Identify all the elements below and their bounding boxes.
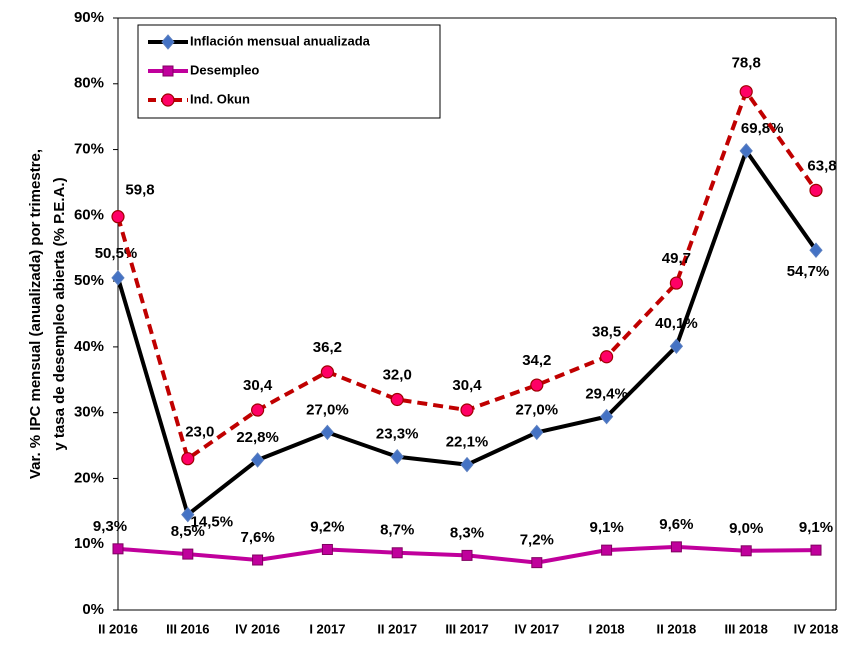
marker [739, 85, 753, 99]
data-label: 9,1% [799, 519, 833, 536]
data-label: 54,7% [787, 263, 830, 280]
data-label: 9,0% [729, 520, 763, 537]
marker [251, 403, 265, 417]
x-tick-label: II 2018 [657, 621, 697, 636]
marker [810, 544, 822, 556]
marker [181, 506, 195, 523]
marker [252, 554, 264, 566]
data-label: 8,5% [171, 523, 205, 540]
marker [390, 448, 404, 465]
data-label: 27,0% [306, 401, 349, 418]
marker [669, 338, 684, 354]
y-tick-label: 50% [74, 272, 104, 289]
data-label: 78,8 [732, 55, 761, 72]
data-label: 9,2% [310, 518, 344, 535]
legend-box [137, 24, 441, 119]
marker [111, 210, 125, 224]
legend-label: Desempleo [190, 62, 259, 77]
marker [181, 452, 195, 466]
data-label: 22,1% [446, 434, 489, 451]
marker [599, 350, 614, 364]
data-label: 9,3% [93, 518, 127, 535]
marker [461, 549, 473, 561]
marker [162, 65, 174, 77]
data-label: 29,4% [585, 386, 628, 403]
data-label: 30,4 [452, 377, 482, 394]
marker [182, 548, 194, 560]
marker [460, 403, 474, 417]
data-label: 7,6% [240, 529, 274, 546]
y-axis-label: y tasa de desempleo abierta (% P.E.A.) [51, 177, 68, 450]
x-tick-label: III 2017 [445, 621, 488, 636]
marker [670, 541, 682, 553]
y-tick-label: 20% [74, 469, 104, 486]
marker [250, 452, 265, 468]
data-label: 22,8% [236, 429, 279, 446]
data-label: 36,2 [313, 339, 342, 356]
legend-label: Inflación mensual anualizada [190, 33, 371, 48]
data-label: 38,5 [592, 324, 621, 341]
data-label: 34,2 [522, 352, 551, 369]
data-label: 23,0 [185, 424, 214, 441]
data-label: 8,3% [450, 524, 484, 541]
legend: Inflación mensual anualizada Desempleo Ind… [137, 24, 441, 119]
x-tick-label: IV 2018 [794, 621, 839, 636]
x-tick-label: II 2017 [377, 621, 417, 636]
y-tick-label: 80% [74, 75, 104, 92]
data-label: 49,7 [662, 250, 691, 267]
data-label: 40,1% [655, 315, 698, 332]
marker [320, 424, 335, 441]
y-tick-label: 70% [74, 141, 104, 158]
data-label: 9,6% [659, 516, 693, 533]
marker [161, 93, 175, 107]
y-tick-label: 60% [74, 206, 104, 223]
marker [391, 547, 403, 559]
marker [161, 34, 175, 50]
x-tick-label: II 2016 [98, 621, 138, 636]
data-label: 69,8% [741, 120, 784, 137]
x-tick-label: III 2016 [166, 621, 209, 636]
data-label: 9,1% [589, 519, 623, 536]
y-tick-label: 30% [74, 404, 104, 421]
marker [112, 543, 124, 555]
data-label: 63,8 [807, 157, 836, 174]
data-label: 7,2% [520, 532, 554, 549]
marker [111, 270, 125, 286]
marker [669, 276, 684, 290]
marker [320, 365, 334, 379]
marker [740, 545, 752, 557]
data-label: 23,3% [376, 426, 419, 443]
marker [599, 408, 614, 425]
data-label: 30,4 [243, 377, 273, 394]
data-label: 59,8 [125, 182, 154, 199]
x-tick-label: III 2018 [725, 621, 768, 636]
marker [601, 544, 613, 556]
data-label: 27,0% [516, 401, 559, 418]
data-label: 50,5% [95, 245, 138, 262]
data-label: 32,0 [383, 366, 412, 383]
x-tick-label: IV 2016 [235, 621, 280, 636]
marker [390, 392, 404, 407]
y-tick-label: 0% [82, 601, 104, 618]
marker [809, 183, 823, 197]
data-label: 14,5% [191, 514, 234, 531]
x-tick-label: IV 2017 [514, 621, 559, 636]
marker [739, 143, 753, 159]
marker [531, 557, 543, 569]
marker [460, 456, 474, 473]
x-tick-label: I 2018 [589, 621, 625, 636]
y-tick-label: 10% [74, 535, 104, 552]
y-tick-label: 90% [74, 9, 104, 26]
data-label: 8,7% [380, 522, 414, 539]
x-tick-label: I 2017 [309, 621, 345, 636]
y-axis-label: Var. % IPC mensual (anualizada) por trim… [27, 149, 44, 479]
legend-label: Ind. Okun [190, 91, 250, 106]
marker [530, 378, 544, 392]
y-tick-label: 40% [74, 338, 104, 355]
marker [321, 543, 333, 555]
marker [809, 242, 823, 258]
marker [530, 424, 544, 441]
